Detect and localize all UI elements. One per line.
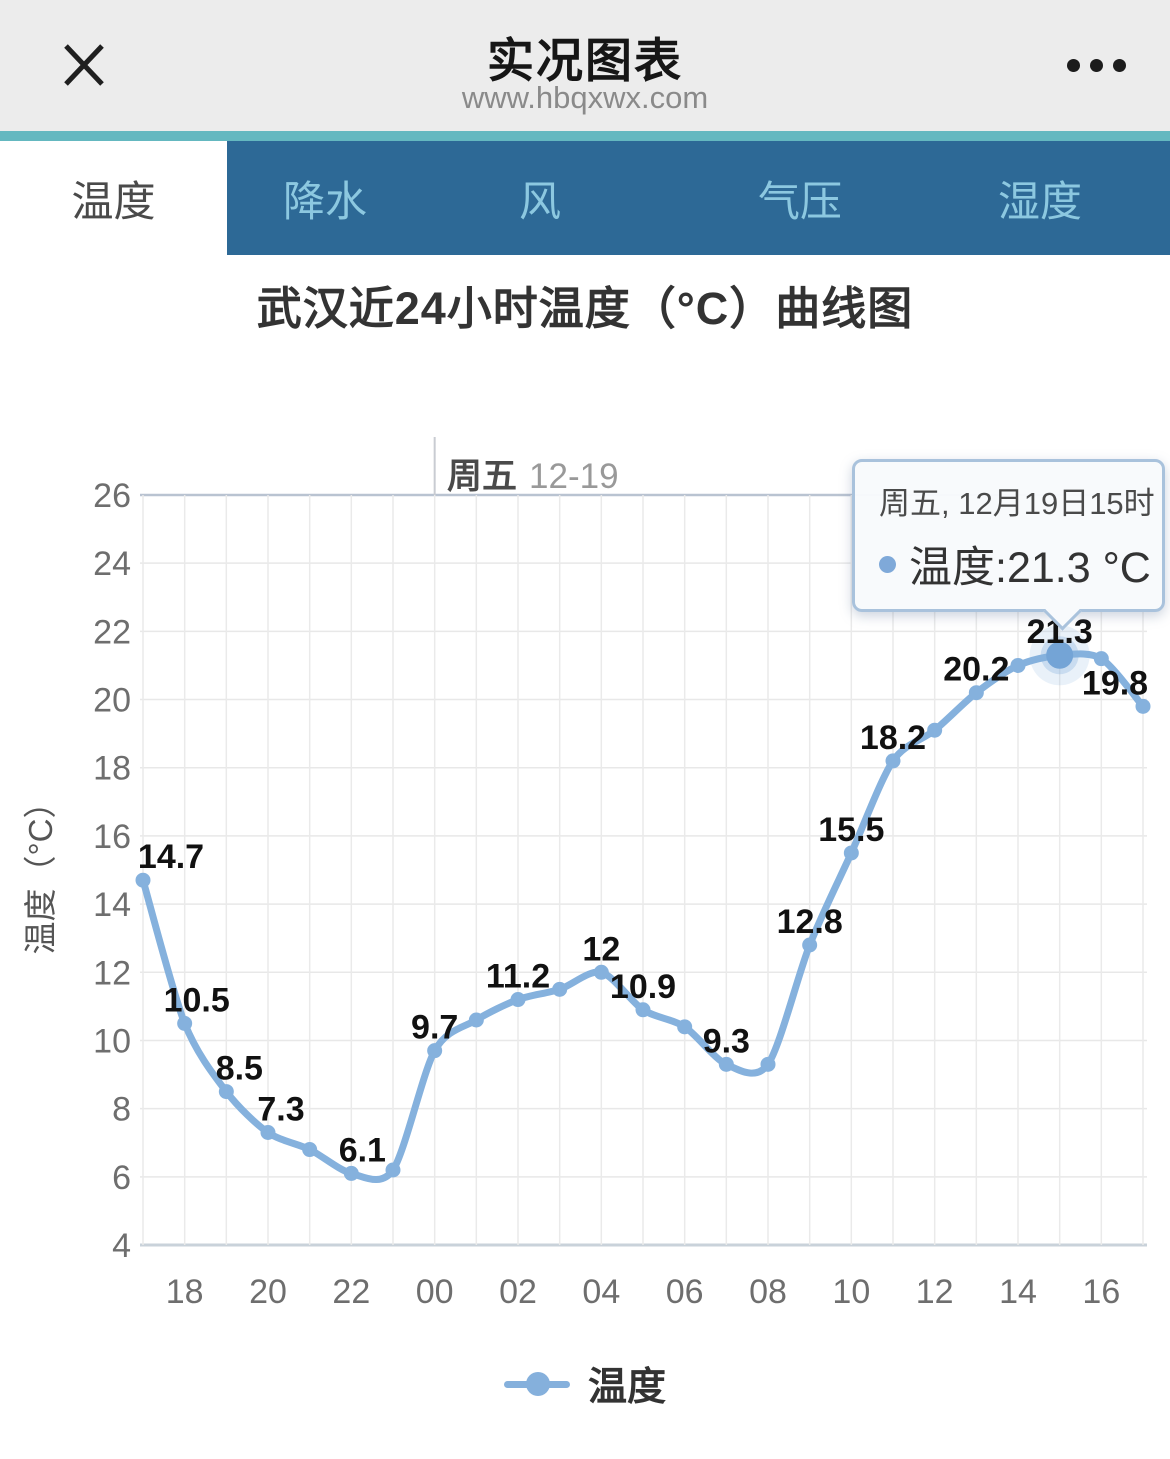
data-point-label: 20.2	[943, 651, 1009, 689]
data-point[interactable]	[843, 845, 859, 861]
data-point[interactable]	[635, 1002, 651, 1018]
data-point-label: 8.5	[216, 1050, 263, 1088]
data-point[interactable]	[302, 1142, 318, 1158]
y-tick-label: 6	[112, 1159, 131, 1197]
tooltip: 周五, 12月19日15时 温度:21.3 °C	[852, 459, 1165, 631]
data-point-label: 12.8	[777, 903, 843, 941]
chart-title: 武汉近24小时温度（°C）曲线图	[256, 283, 914, 334]
data-point-label: 6.1	[339, 1131, 386, 1169]
x-tick-label: 14	[999, 1273, 1037, 1310]
data-point-label: 10.5	[164, 981, 230, 1019]
data-point[interactable]	[927, 722, 943, 738]
data-point[interactable]	[218, 1084, 234, 1100]
data-point[interactable]	[968, 685, 984, 701]
tab-humidity[interactable]: 湿度	[997, 177, 1083, 225]
data-point[interactable]	[552, 981, 568, 997]
data-point[interactable]	[135, 872, 151, 888]
legend-label: 温度	[587, 1366, 666, 1409]
page-title: 实况图表	[487, 34, 683, 87]
y-axis-title: 温度（°C）	[22, 785, 59, 954]
data-point-label: 18.2	[860, 719, 926, 757]
x-tick-label: 22	[332, 1273, 370, 1310]
ellipsis-icon	[1067, 58, 1080, 72]
menu-button[interactable]	[1067, 50, 1126, 80]
y-tick-label: 10	[93, 1022, 131, 1060]
x-tick-label: 18	[166, 1273, 204, 1310]
x-tick-label: 06	[666, 1273, 704, 1310]
y-tick-label: 4	[112, 1227, 131, 1265]
data-point-label: 15.5	[818, 811, 884, 849]
data-point-label: 11.2	[486, 958, 550, 996]
y-tick-label: 22	[93, 613, 131, 651]
tab-precipitation[interactable]: 降水	[282, 177, 368, 225]
x-tick-label: 08	[749, 1273, 787, 1310]
day-marker-weekday: 周五	[447, 457, 518, 496]
tab-temperature[interactable]: 温度	[0, 141, 227, 255]
y-tick-label: 8	[112, 1091, 131, 1129]
y-tick-label: 20	[93, 682, 131, 720]
data-point-label: 7.3	[257, 1091, 304, 1129]
y-tick-label: 26	[93, 477, 131, 515]
close-button[interactable]	[52, 32, 116, 96]
day-marker: 周五 12-19	[447, 448, 619, 499]
legend-item-temperature[interactable]: 温度	[0, 1356, 1170, 1412]
tooltip-datetime: 周五, 12月19日15时	[879, 486, 1155, 521]
x-tick-label: 16	[1082, 1273, 1120, 1310]
tab-pressure[interactable]: 气压	[757, 177, 843, 225]
x-tick-label: 10	[832, 1273, 870, 1310]
data-point[interactable]	[802, 937, 818, 953]
y-tick-label: 14	[93, 886, 131, 924]
data-point-label: 10.9	[610, 968, 676, 1006]
close-icon	[64, 44, 104, 86]
x-tick-label: 00	[416, 1273, 454, 1310]
data-point[interactable]	[593, 964, 609, 980]
tooltip-value: 温度:21.3 °C	[909, 544, 1151, 592]
x-tick-label: 20	[249, 1273, 287, 1310]
y-tick-label: 16	[93, 818, 131, 856]
y-tick-label: 12	[93, 954, 131, 992]
data-point[interactable]	[677, 1019, 693, 1035]
data-point[interactable]	[718, 1056, 734, 1072]
y-tick-label: 18	[93, 750, 131, 788]
day-marker-date: 12-19	[529, 457, 619, 496]
data-point[interactable]	[260, 1125, 276, 1140]
data-point[interactable]	[468, 1012, 484, 1028]
data-point[interactable]	[177, 1015, 193, 1031]
page-url: www.hbqxwx.com	[461, 80, 709, 115]
legend-line-icon	[503, 1372, 570, 1396]
ellipsis-icon	[1090, 58, 1103, 72]
header: 实况图表 www.hbqxwx.com	[0, 0, 1170, 131]
data-point-label: 19.8	[1082, 664, 1148, 702]
data-point-label: 14.7	[138, 838, 204, 876]
x-tick-label: 12	[916, 1273, 954, 1310]
data-point[interactable]	[1093, 651, 1109, 667]
data-point[interactable]	[1010, 657, 1026, 673]
data-point[interactable]	[385, 1162, 401, 1178]
data-point[interactable]	[510, 992, 526, 1008]
accent-strip	[0, 131, 1170, 141]
data-point[interactable]	[885, 753, 901, 769]
data-point[interactable]	[343, 1165, 359, 1181]
data-point[interactable]	[760, 1056, 776, 1072]
data-point-label: 12	[582, 930, 620, 968]
series-dot-icon	[879, 555, 896, 573]
x-tick-label: 02	[499, 1273, 537, 1310]
tab-bar: 温度 降水 风 气压 湿度	[0, 141, 1170, 255]
temperature-line-chart: 4 6 8 10 12 14 16 18 20 22 24 26 18 20 22 00 02 04 06 08 10 1…	[22, 437, 1151, 1310]
data-point-label: 9.3	[703, 1022, 750, 1060]
data-point-highlighted[interactable]	[1046, 641, 1074, 669]
data-point-label: 9.7	[411, 1009, 458, 1047]
data-point[interactable]	[1135, 698, 1151, 714]
y-tick-label: 24	[93, 545, 131, 583]
ellipsis-icon	[1113, 58, 1126, 72]
tab-wind[interactable]: 风	[518, 177, 562, 225]
data-point[interactable]	[427, 1043, 443, 1059]
x-tick-label: 04	[582, 1273, 620, 1310]
